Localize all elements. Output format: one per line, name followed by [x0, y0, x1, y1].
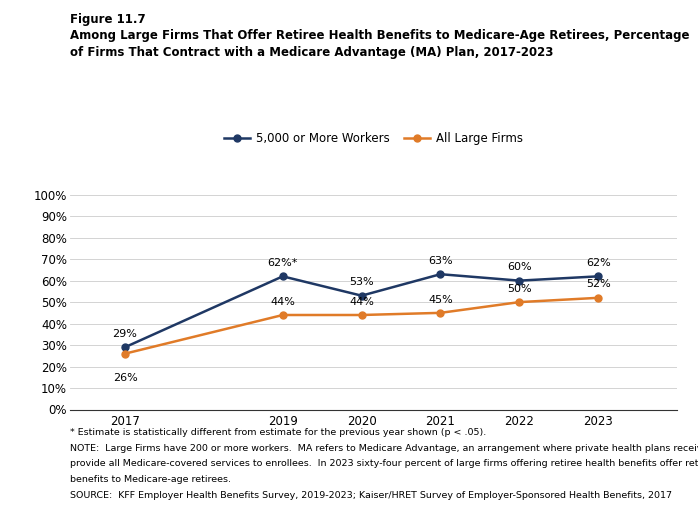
Text: 29%: 29% — [112, 329, 138, 339]
Text: * Estimate is statistically different from estimate for the previous year shown : * Estimate is statistically different fr… — [70, 428, 486, 437]
Text: provide all Medicare-covered services to enrollees.  In 2023 sixty-four percent : provide all Medicare-covered services to… — [70, 459, 698, 468]
Text: 26%: 26% — [112, 373, 138, 383]
Text: Among Large Firms That Offer Retiree Health Benefits to Medicare-Age Retirees, P: Among Large Firms That Offer Retiree Hea… — [70, 29, 690, 42]
Text: 60%: 60% — [507, 262, 532, 272]
Text: 53%: 53% — [349, 277, 374, 287]
Text: 44%: 44% — [349, 297, 374, 307]
Text: 62%*: 62%* — [267, 258, 298, 268]
Text: benefits to Medicare-age retirees.: benefits to Medicare-age retirees. — [70, 475, 231, 484]
Text: of Firms That Contract with a Medicare Advantage (MA) Plan, 2017-2023: of Firms That Contract with a Medicare A… — [70, 46, 554, 59]
Text: 44%: 44% — [270, 297, 295, 307]
Text: 63%: 63% — [428, 256, 453, 266]
Text: Figure 11.7: Figure 11.7 — [70, 13, 145, 26]
Text: 50%: 50% — [507, 284, 532, 294]
Text: 45%: 45% — [428, 295, 453, 304]
Text: NOTE:  Large Firms have 200 or more workers.  MA refers to Medicare Advantage, a: NOTE: Large Firms have 200 or more worke… — [70, 444, 698, 453]
Text: 62%: 62% — [586, 258, 611, 268]
Text: SOURCE:  KFF Employer Health Benefits Survey, 2019-2023; Kaiser/HRET Survey of E: SOURCE: KFF Employer Health Benefits Sur… — [70, 491, 671, 500]
Text: 52%: 52% — [586, 279, 611, 289]
Legend: 5,000 or More Workers, All Large Firms: 5,000 or More Workers, All Large Firms — [219, 127, 528, 150]
